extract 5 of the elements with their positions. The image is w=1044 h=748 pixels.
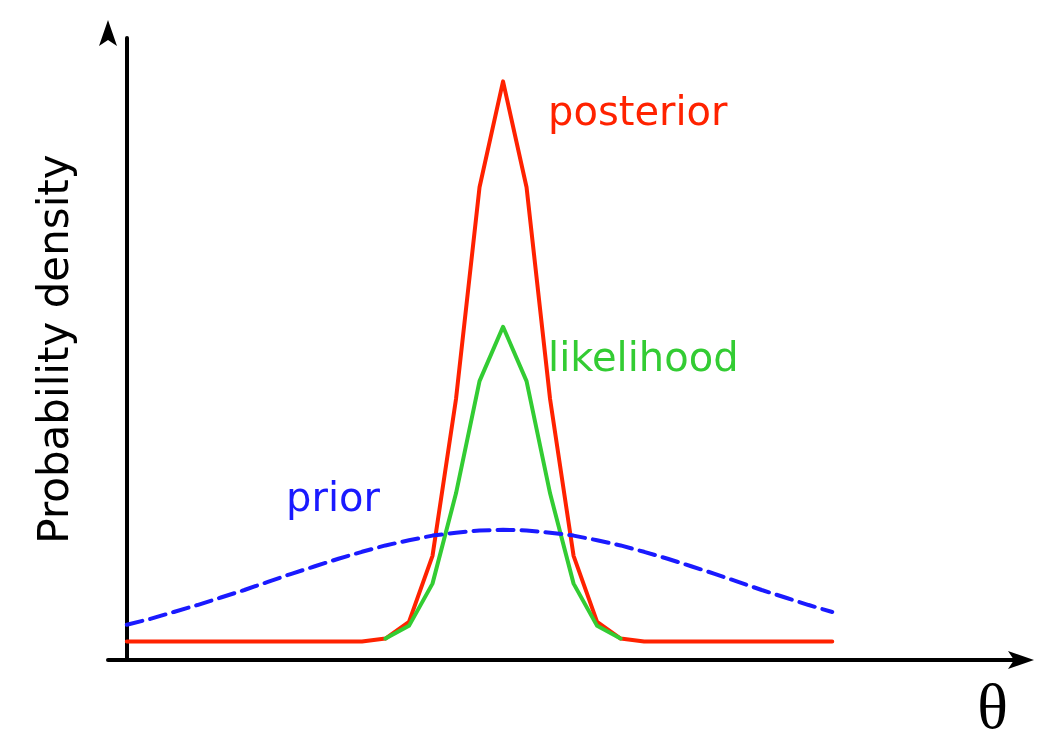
x-axis-title: θ <box>977 670 1008 742</box>
series-label: prior <box>286 473 381 520</box>
series-label: posterior <box>548 88 729 135</box>
y-axis-title: Probability density <box>28 154 78 544</box>
series-label: likelihood <box>548 333 739 380</box>
